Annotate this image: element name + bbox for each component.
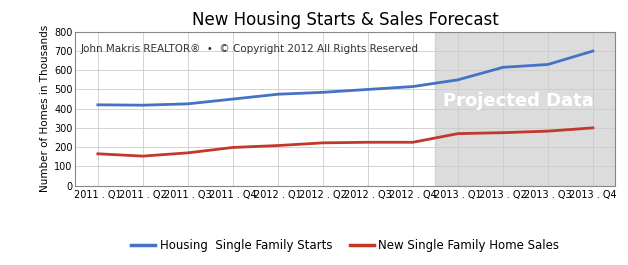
- Text: Projected Data: Projected Data: [443, 92, 593, 110]
- Legend: Housing  Single Family Starts, New Single Family Home Sales: Housing Single Family Starts, New Single…: [127, 234, 564, 257]
- Title: New Housing Starts & Sales Forecast: New Housing Starts & Sales Forecast: [192, 11, 499, 29]
- Bar: [435, 32, 615, 186]
- Y-axis label: Number of Homes in Thousands: Number of Homes in Thousands: [40, 25, 50, 192]
- Text: John Makris REALTOR®  •  © Copyright 2012 All Rights Reserved: John Makris REALTOR® • © Copyright 2012 …: [81, 44, 419, 54]
